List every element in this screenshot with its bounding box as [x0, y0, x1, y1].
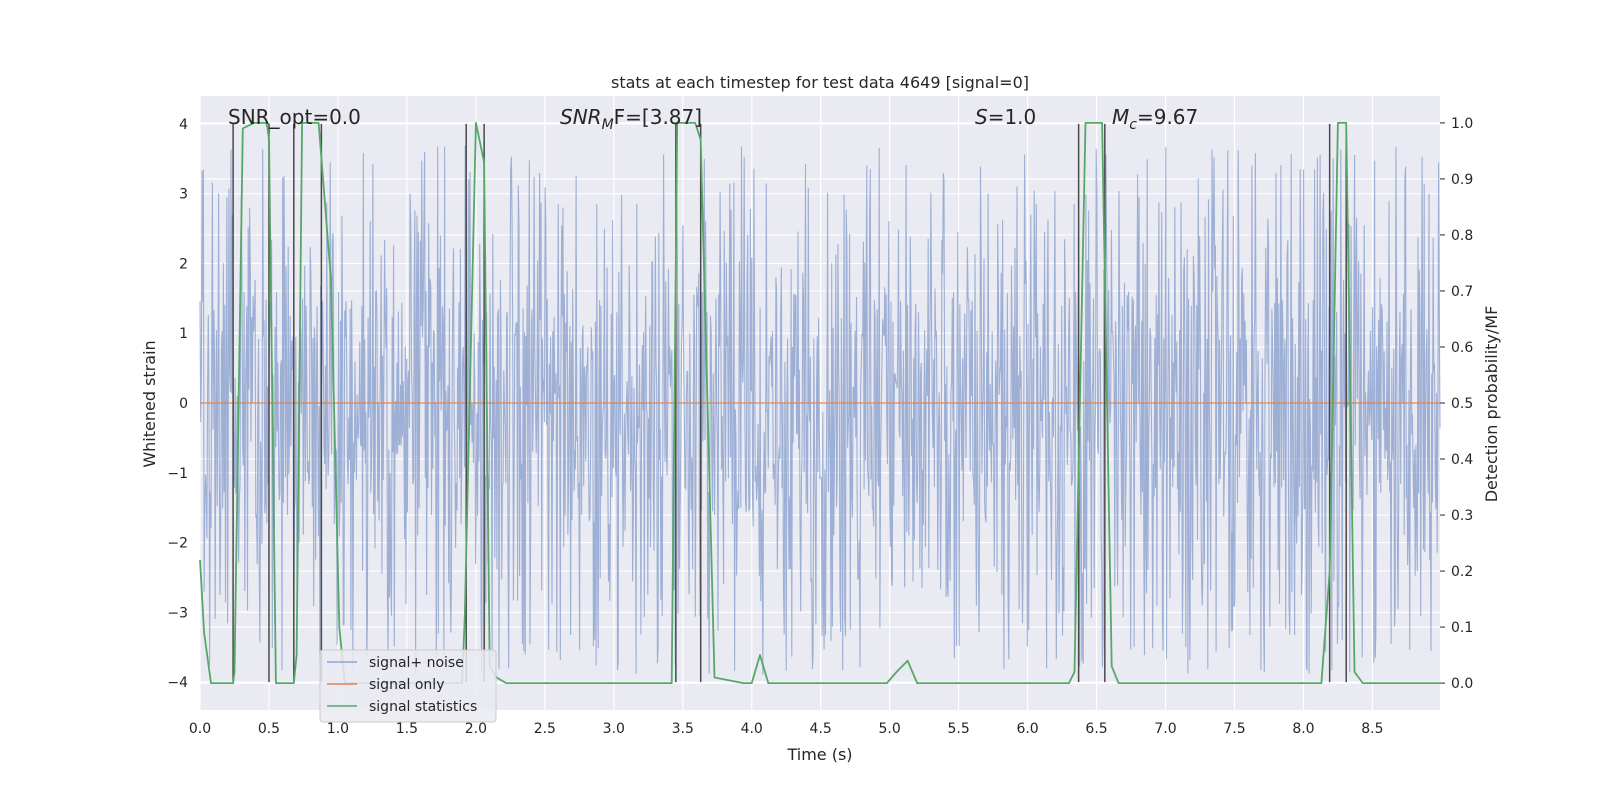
right-y-tick-label: 0.8: [1451, 228, 1473, 244]
x-tick-label: 5.0: [879, 721, 901, 737]
legend-box: [319, 649, 497, 723]
x-tick-label: 8.0: [1292, 721, 1314, 737]
left-y-tick-label: −2: [167, 536, 188, 552]
left-y-tick-labels: −4 −3 −2 −1 0 1 2 3 4: [167, 117, 188, 691]
x-tick-label: 2.0: [465, 721, 487, 737]
right-y-tick-label: 1.0: [1451, 116, 1473, 132]
left-y-tick-label: −4: [167, 675, 188, 691]
x-tick-label: 3.0: [603, 721, 625, 737]
x-tick-label: 2.5: [534, 721, 556, 737]
x-axis-label: Time (s): [786, 745, 852, 764]
annotation-snr-mf-base: SNR: [560, 105, 602, 129]
right-y-axis-label: Detection probability/MF: [1482, 306, 1501, 503]
x-tick-label: 0.5: [258, 721, 280, 737]
noise-trace: [199, 145, 1441, 675]
annotation-mc-base: M: [1112, 105, 1129, 129]
x-tick-label: 4.0: [741, 721, 763, 737]
left-y-tick-label: −1: [167, 466, 188, 482]
left-y-tick-label: 3: [179, 187, 188, 203]
right-y-tick-label: 0.5: [1451, 396, 1473, 412]
right-y-tick-label: 0.4: [1451, 452, 1473, 468]
right-y-tick-labels: 0.0 0.1 0.2 0.3 0.4 0.5 0.6 0.7 0.8 0.9 1.0: [1440, 116, 1473, 692]
right-y-tick-label: 0.2: [1451, 564, 1473, 580]
x-tick-label: 1.5: [396, 721, 418, 737]
annotation-mc-rest: =9.67: [1137, 105, 1198, 129]
x-tick-label: 8.5: [1361, 721, 1383, 737]
x-tick-label: 7.0: [1154, 721, 1176, 737]
annotation-mc-sub: c: [1129, 117, 1137, 133]
annotation-snr-mf-rest: F=[3.87]: [614, 105, 702, 129]
x-tick-label: 5.5: [947, 721, 969, 737]
x-tick-label: 4.5: [810, 721, 832, 737]
annotation-snr-mf: SNRMF=[3.87]: [560, 105, 702, 133]
left-y-tick-label: 1: [179, 326, 188, 342]
right-y-tick-label: 0.7: [1451, 284, 1473, 300]
legend-label-signal-only: signal only: [369, 677, 444, 693]
annotation-s: S=1.0: [975, 105, 1036, 129]
x-tick-labels: 0.0 0.5 1.0 1.5 2.0 2.5 3.0 3.5 4.0 4.5 5.0 5.5 6.0 6…: [189, 721, 1384, 737]
right-y-tick-label: 0.3: [1451, 508, 1473, 524]
right-y-tick-label: 0.9: [1451, 172, 1473, 188]
x-tick-label: 6.0: [1016, 721, 1038, 737]
annotation-s-rest: =1.0: [988, 105, 1037, 129]
annotation-mc: Mc=9.67: [1112, 105, 1198, 133]
signal-statistics-line: [199, 122, 1440, 684]
x-tick-label: 3.5: [672, 721, 694, 737]
x-tick-label: 0.0: [189, 721, 211, 737]
annotation-s-base: S: [975, 105, 988, 129]
legend-label-signal-noise: signal+ noise: [369, 655, 464, 671]
right-y-tick-label: 0.6: [1451, 340, 1473, 356]
detection-markers: [232, 123, 1347, 683]
x-tick-label: 7.5: [1223, 721, 1245, 737]
left-y-tick-label: 0: [179, 396, 188, 412]
x-tick-label: 1.0: [327, 721, 349, 737]
annotation-snr-mf-sub: M: [602, 117, 614, 133]
legend: signal+ noise signal only signal statist…: [319, 649, 497, 723]
noise-series: [199, 145, 1441, 675]
right-y-tick-label: 0.0: [1451, 676, 1473, 692]
left-y-tick-label: 4: [179, 117, 188, 133]
left-y-tick-label: 2: [179, 256, 188, 272]
x-tick-label: 6.5: [1085, 721, 1107, 737]
legend-label-signal-statistics: signal statistics: [369, 699, 477, 715]
right-y-tick-label: 0.1: [1451, 620, 1473, 636]
annotation-snr-opt: SNR_opt=0.0: [228, 105, 361, 129]
left-y-tick-label: −3: [167, 605, 188, 621]
chart-title: stats at each timestep for test data 464…: [611, 73, 1029, 92]
signal-statistics-series: [199, 122, 1440, 684]
left-y-axis-label: Whitened strain: [140, 340, 159, 467]
